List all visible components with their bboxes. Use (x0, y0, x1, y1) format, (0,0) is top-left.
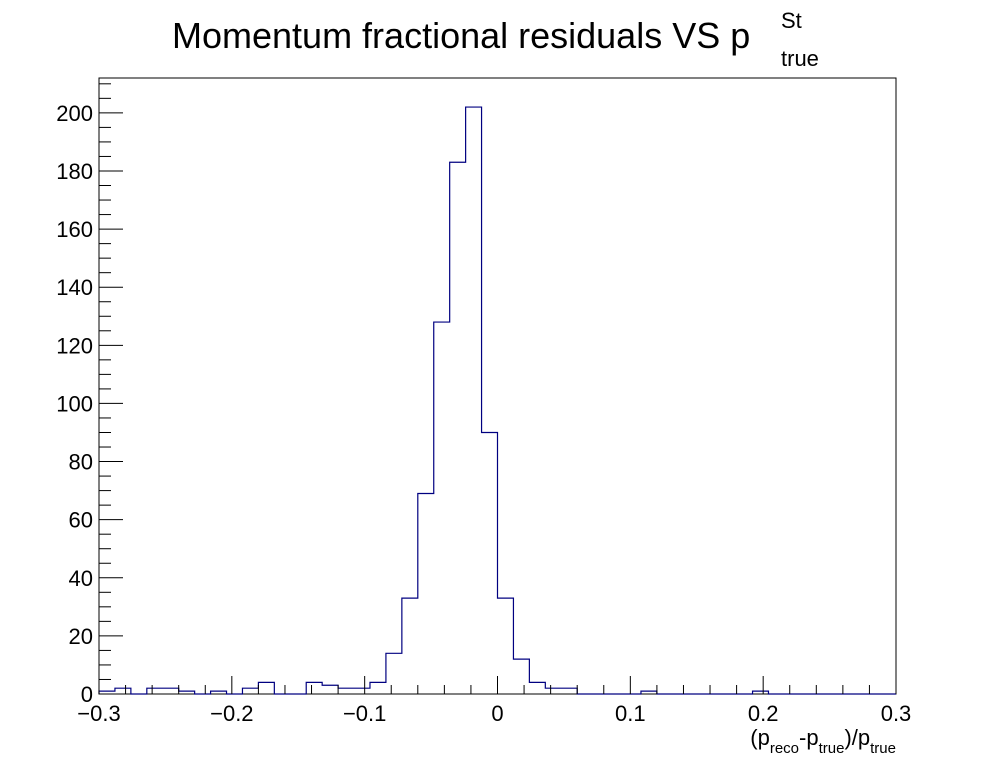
histogram-bin (258, 682, 274, 694)
x-tick-label: −0.1 (343, 701, 386, 726)
y-tick-label: 80 (69, 450, 93, 475)
y-tick-label: 0 (81, 682, 93, 707)
x-tick-label: 0.2 (748, 701, 779, 726)
x-label-close: )/p (844, 725, 870, 750)
histogram-bin (450, 162, 466, 694)
histogram-bin (354, 688, 370, 694)
histogram-outline (98, 106, 896, 695)
y-tick-label: 20 (69, 624, 93, 649)
x-tick-label: −0.2 (210, 701, 253, 726)
x-label-sub-true-1: true (819, 740, 845, 757)
histogram-bin (370, 682, 386, 694)
x-tick-label: −0.3 (77, 701, 120, 726)
x-axis-label: (preco-ptrue)/ptrue (750, 725, 896, 757)
histogram-bin (386, 653, 402, 694)
histogram-bin (466, 107, 482, 694)
x-tick-label: 0 (491, 701, 503, 726)
histogram-bin (561, 688, 577, 694)
x-label-mid: -p (799, 725, 819, 750)
y-tick-label: 140 (56, 275, 93, 300)
histogram-bin (418, 494, 434, 694)
x-tick-label: 0.3 (881, 701, 912, 726)
histogram-bars (98, 106, 896, 695)
histogram-bin (482, 432, 498, 694)
y-tick-label: 180 (56, 159, 93, 184)
histogram-bin (147, 688, 163, 694)
y-tick-label: 120 (56, 333, 93, 358)
y-tick-label: 200 (56, 101, 93, 126)
histogram-bin (545, 688, 561, 694)
x-label-sub-true-2: true (870, 740, 896, 757)
histogram-bin (513, 659, 529, 694)
y-tick-label: 100 (56, 391, 93, 416)
plot-frame (98, 77, 897, 695)
x-label-open: (p (750, 725, 770, 750)
histogram-bin (529, 682, 545, 694)
x-axis: −0.3 −0.2 −0.1 0 0.1 0.2 0.3 (77, 676, 911, 726)
y-tick-label: 60 (69, 508, 93, 533)
histogram-bin (322, 685, 338, 694)
y-axis: 0 20 40 60 80 100 120 140 160 180 200 (56, 83, 123, 707)
chart-title-subscript: true (781, 46, 819, 71)
chart-title: Momentum fractional residuals VS p St tr… (172, 8, 819, 71)
histogram-bin (402, 598, 418, 694)
histogram-bin (338, 688, 354, 694)
chart-title-main: Momentum fractional residuals VS p (172, 15, 750, 56)
y-tick-label: 40 (69, 566, 93, 591)
x-label-sub-reco: reco (770, 740, 799, 757)
histogram-bin (498, 598, 514, 694)
histogram-bin (434, 322, 450, 694)
chart-title-superscript: St (781, 8, 802, 33)
histogram-bin (306, 682, 322, 694)
x-tick-label: 0.1 (615, 701, 646, 726)
histogram-bin (163, 688, 179, 694)
histogram-bin (242, 688, 258, 694)
histogram-bin (115, 688, 131, 694)
y-tick-label: 160 (56, 217, 93, 242)
